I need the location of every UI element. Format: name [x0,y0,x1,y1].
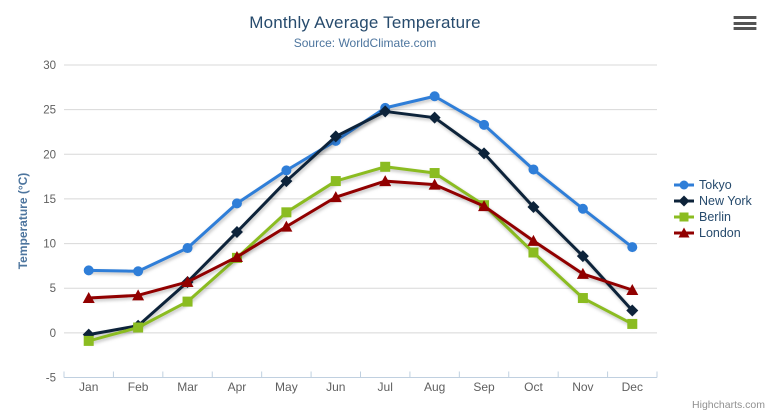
data-point-new-york[interactable] [329,130,342,143]
data-point-tokyo[interactable] [627,242,638,253]
data-point-london[interactable] [626,284,639,295]
circle-marker-icon [674,180,694,190]
circle-marker-glyph[interactable] [679,180,689,190]
y-tick-label: 0 [50,328,56,340]
x-tick-label: May [275,380,298,394]
data-point-london[interactable] [230,250,243,262]
data-point-london[interactable] [181,275,194,287]
y-tick-label: -5 [46,373,56,385]
legend-label: London [699,226,741,240]
data-point-berlin[interactable] [83,335,94,346]
data-point-london[interactable] [478,200,491,212]
triangle-marker-glyph[interactable] [678,227,690,238]
legend-item-berlin[interactable]: Berlin [674,209,752,225]
data-point-new-york[interactable] [527,200,540,213]
x-tick-label: Apr [228,380,247,394]
series-line-new-york [87,109,634,337]
legend-label: Berlin [699,210,731,224]
triangle-marker-icon [674,227,694,238]
square-marker-glyph[interactable] [679,212,689,222]
data-point-berlin[interactable] [281,207,292,218]
legend-label: New York [699,194,752,208]
data-point-berlin[interactable] [182,296,193,307]
x-tick-label: Oct [524,380,543,394]
data-point-tokyo[interactable] [133,266,144,277]
icon-bar [733,21,757,25]
y-axis-title: Temperature (°C) [16,173,30,270]
diamond-marker-glyph[interactable] [678,195,690,207]
data-point-berlin[interactable] [528,247,539,258]
data-point-tokyo[interactable] [83,265,94,276]
data-point-berlin[interactable] [380,161,391,172]
data-point-london[interactable] [280,220,293,232]
data-point-tokyo[interactable] [479,119,490,130]
icon-bar [733,16,757,19]
data-point-berlin[interactable] [330,176,341,187]
data-point-london[interactable] [527,234,540,246]
y-tick-label: 15 [43,194,56,206]
square-marker-icon [674,212,694,222]
data-point-tokyo[interactable] [528,164,539,175]
x-tick-label: Jun [326,380,345,394]
data-point-berlin[interactable] [627,318,638,329]
hamburger-icon [733,16,757,30]
legend-label: Tokyo [699,178,732,192]
x-tick-label: Mar [177,380,198,394]
x-tick-label: Dec [622,380,643,394]
data-point-london[interactable] [379,175,392,187]
icon-bar [733,27,757,30]
data-point-london[interactable] [82,292,95,304]
data-point-new-york[interactable] [576,250,589,263]
data-point-london[interactable] [132,289,145,301]
series-line-london [87,179,634,300]
legend-item-london[interactable]: London [674,225,752,241]
y-tick-label: 20 [43,149,56,161]
data-point-berlin[interactable] [577,293,588,304]
data-point-new-york[interactable] [428,111,441,124]
x-tick-label: Feb [128,380,149,394]
y-tick-label: 10 [43,239,56,251]
x-tick-label: Sep [473,380,495,394]
data-point-berlin[interactable] [133,322,144,333]
data-point-new-york[interactable] [478,147,491,160]
data-point-new-york[interactable] [626,304,639,317]
data-point-berlin[interactable] [429,168,440,179]
y-tick-label: 25 [43,105,56,117]
x-tick-label: Jan [79,380,98,394]
chart-title: Monthly Average Temperature [249,13,481,32]
data-point-london[interactable] [329,191,342,203]
diamond-marker-icon [674,195,694,207]
x-tick-label: Nov [572,380,593,394]
data-point-new-york[interactable] [230,225,243,238]
credits-link[interactable]: Highcharts.com [692,399,765,411]
data-point-tokyo[interactable] [231,198,242,209]
x-tick-label: Aug [424,380,445,394]
data-point-new-york[interactable] [379,105,392,118]
y-tick-label: 5 [50,283,56,295]
data-point-tokyo[interactable] [182,243,193,254]
series-line-berlin [87,165,634,343]
data-point-tokyo[interactable] [281,165,292,176]
chart-subtitle: Source: WorldClimate.com [293,36,437,50]
export-menu-button[interactable] [733,16,757,31]
y-tick-label: 30 [43,60,56,72]
x-tick-label: Jul [378,380,393,394]
data-point-london[interactable] [576,267,589,279]
data-point-tokyo[interactable] [429,91,440,102]
data-point-new-york[interactable] [280,175,293,188]
data-point-tokyo[interactable] [577,203,588,214]
legend-item-tokyo[interactable]: Tokyo [674,177,752,193]
legend: Tokyo New York Berlin London [674,177,752,241]
legend-item-new-york[interactable]: New York [674,193,752,209]
data-point-london[interactable] [428,178,441,190]
